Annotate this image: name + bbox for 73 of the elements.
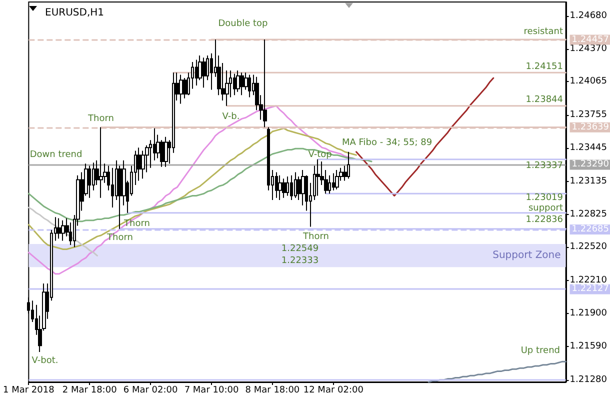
annotation: Double top (218, 19, 268, 29)
annotation: 1.22333 (281, 256, 319, 266)
x-tick-label: 8 Mar 18:00 (245, 386, 300, 396)
candlestick (282, 178, 286, 198)
candlestick (286, 176, 289, 196)
line-series (428, 360, 567, 383)
candlestick (137, 147, 141, 182)
candlestick (240, 72, 244, 96)
annotation: Thorn (87, 114, 114, 124)
x-tick-label: 6 Mar 02:00 (123, 386, 178, 396)
y-tick-label: 1.24065 (570, 76, 607, 87)
candlestick (164, 136, 168, 168)
line-series (356, 77, 494, 196)
annotation: Up trend (520, 346, 560, 356)
line-series (28, 128, 358, 250)
candlestick (263, 38, 267, 128)
annotation: Thorn (106, 233, 133, 243)
candlestick (99, 126, 103, 198)
candlestick (202, 57, 206, 88)
band-label: Support Zone (492, 250, 561, 262)
candlestick (294, 172, 297, 198)
candlestick (275, 172, 278, 198)
candlestick (335, 170, 339, 190)
candlestick (278, 174, 282, 201)
candlestick (236, 70, 240, 92)
text: EURUSD,H1 (45, 8, 104, 18)
x-tick-label: 7 Mar 10:00 (184, 386, 239, 396)
annotation: 1.23844 (526, 95, 564, 105)
candlestick (332, 172, 335, 191)
annotation: 1.22836 (526, 215, 564, 225)
annotation: V-bot. (32, 356, 58, 366)
candlestick (290, 174, 293, 201)
ref-line-label: 1.22127 (572, 284, 609, 294)
annotation: 1.23019 (526, 193, 564, 203)
annotation: 1.24151 (526, 62, 563, 72)
annotation: support (528, 204, 564, 214)
candlestick (195, 59, 198, 86)
candlestick (248, 74, 251, 98)
y-tick-label: 1.24370 (570, 44, 608, 54)
candlestick (57, 218, 61, 240)
candlestick (88, 165, 91, 198)
candlestick (179, 74, 183, 104)
candlestick (347, 151, 350, 180)
y-tick-label: 1.23445 (570, 143, 607, 154)
y-tick-label: 1.22520 (570, 242, 608, 252)
y-tick-label: 1.21900 (570, 308, 608, 318)
annotation: 1.23337 (526, 161, 563, 171)
y-tick-label: 1.21590 (570, 342, 608, 352)
candlestick (61, 220, 65, 242)
y-tick-label: 1.21280 (570, 374, 608, 385)
ref-line-label: 1.23290 (572, 160, 610, 170)
ref-line-label: 1.22685 (572, 224, 609, 234)
annotation: V-b. (222, 112, 240, 122)
y-tick-label: 1.23755 (570, 110, 607, 120)
x-tick-label: 12 Mar 02:00 (303, 386, 364, 396)
annotation: Down trend (30, 150, 82, 160)
ref-line-label: 1.23639 (572, 122, 610, 132)
annotation: resistant (524, 27, 564, 37)
annotation: 1.22549 (281, 244, 319, 254)
annotation: MA Fibo - 34; 55; 89 (342, 138, 432, 148)
y-tick-label: 1.23135 (570, 176, 607, 186)
annotation: V-top (308, 150, 332, 160)
x-tick-label: 2 Mar 18:00 (62, 386, 118, 396)
ref-line-label: 1.24457 (572, 34, 609, 45)
x-tick-label: 1 Mar 2018 (2, 386, 55, 396)
y-tick-label: 1.24680 (570, 10, 608, 21)
y-tick-label: 1.22210 (570, 275, 608, 286)
candlestick (316, 158, 320, 196)
candlestick (233, 73, 236, 96)
line-series (28, 206, 98, 256)
annotation: Thorn (302, 232, 329, 242)
y-tick-label: 1.22825 (570, 209, 607, 220)
annotation: Thorn (123, 219, 150, 229)
